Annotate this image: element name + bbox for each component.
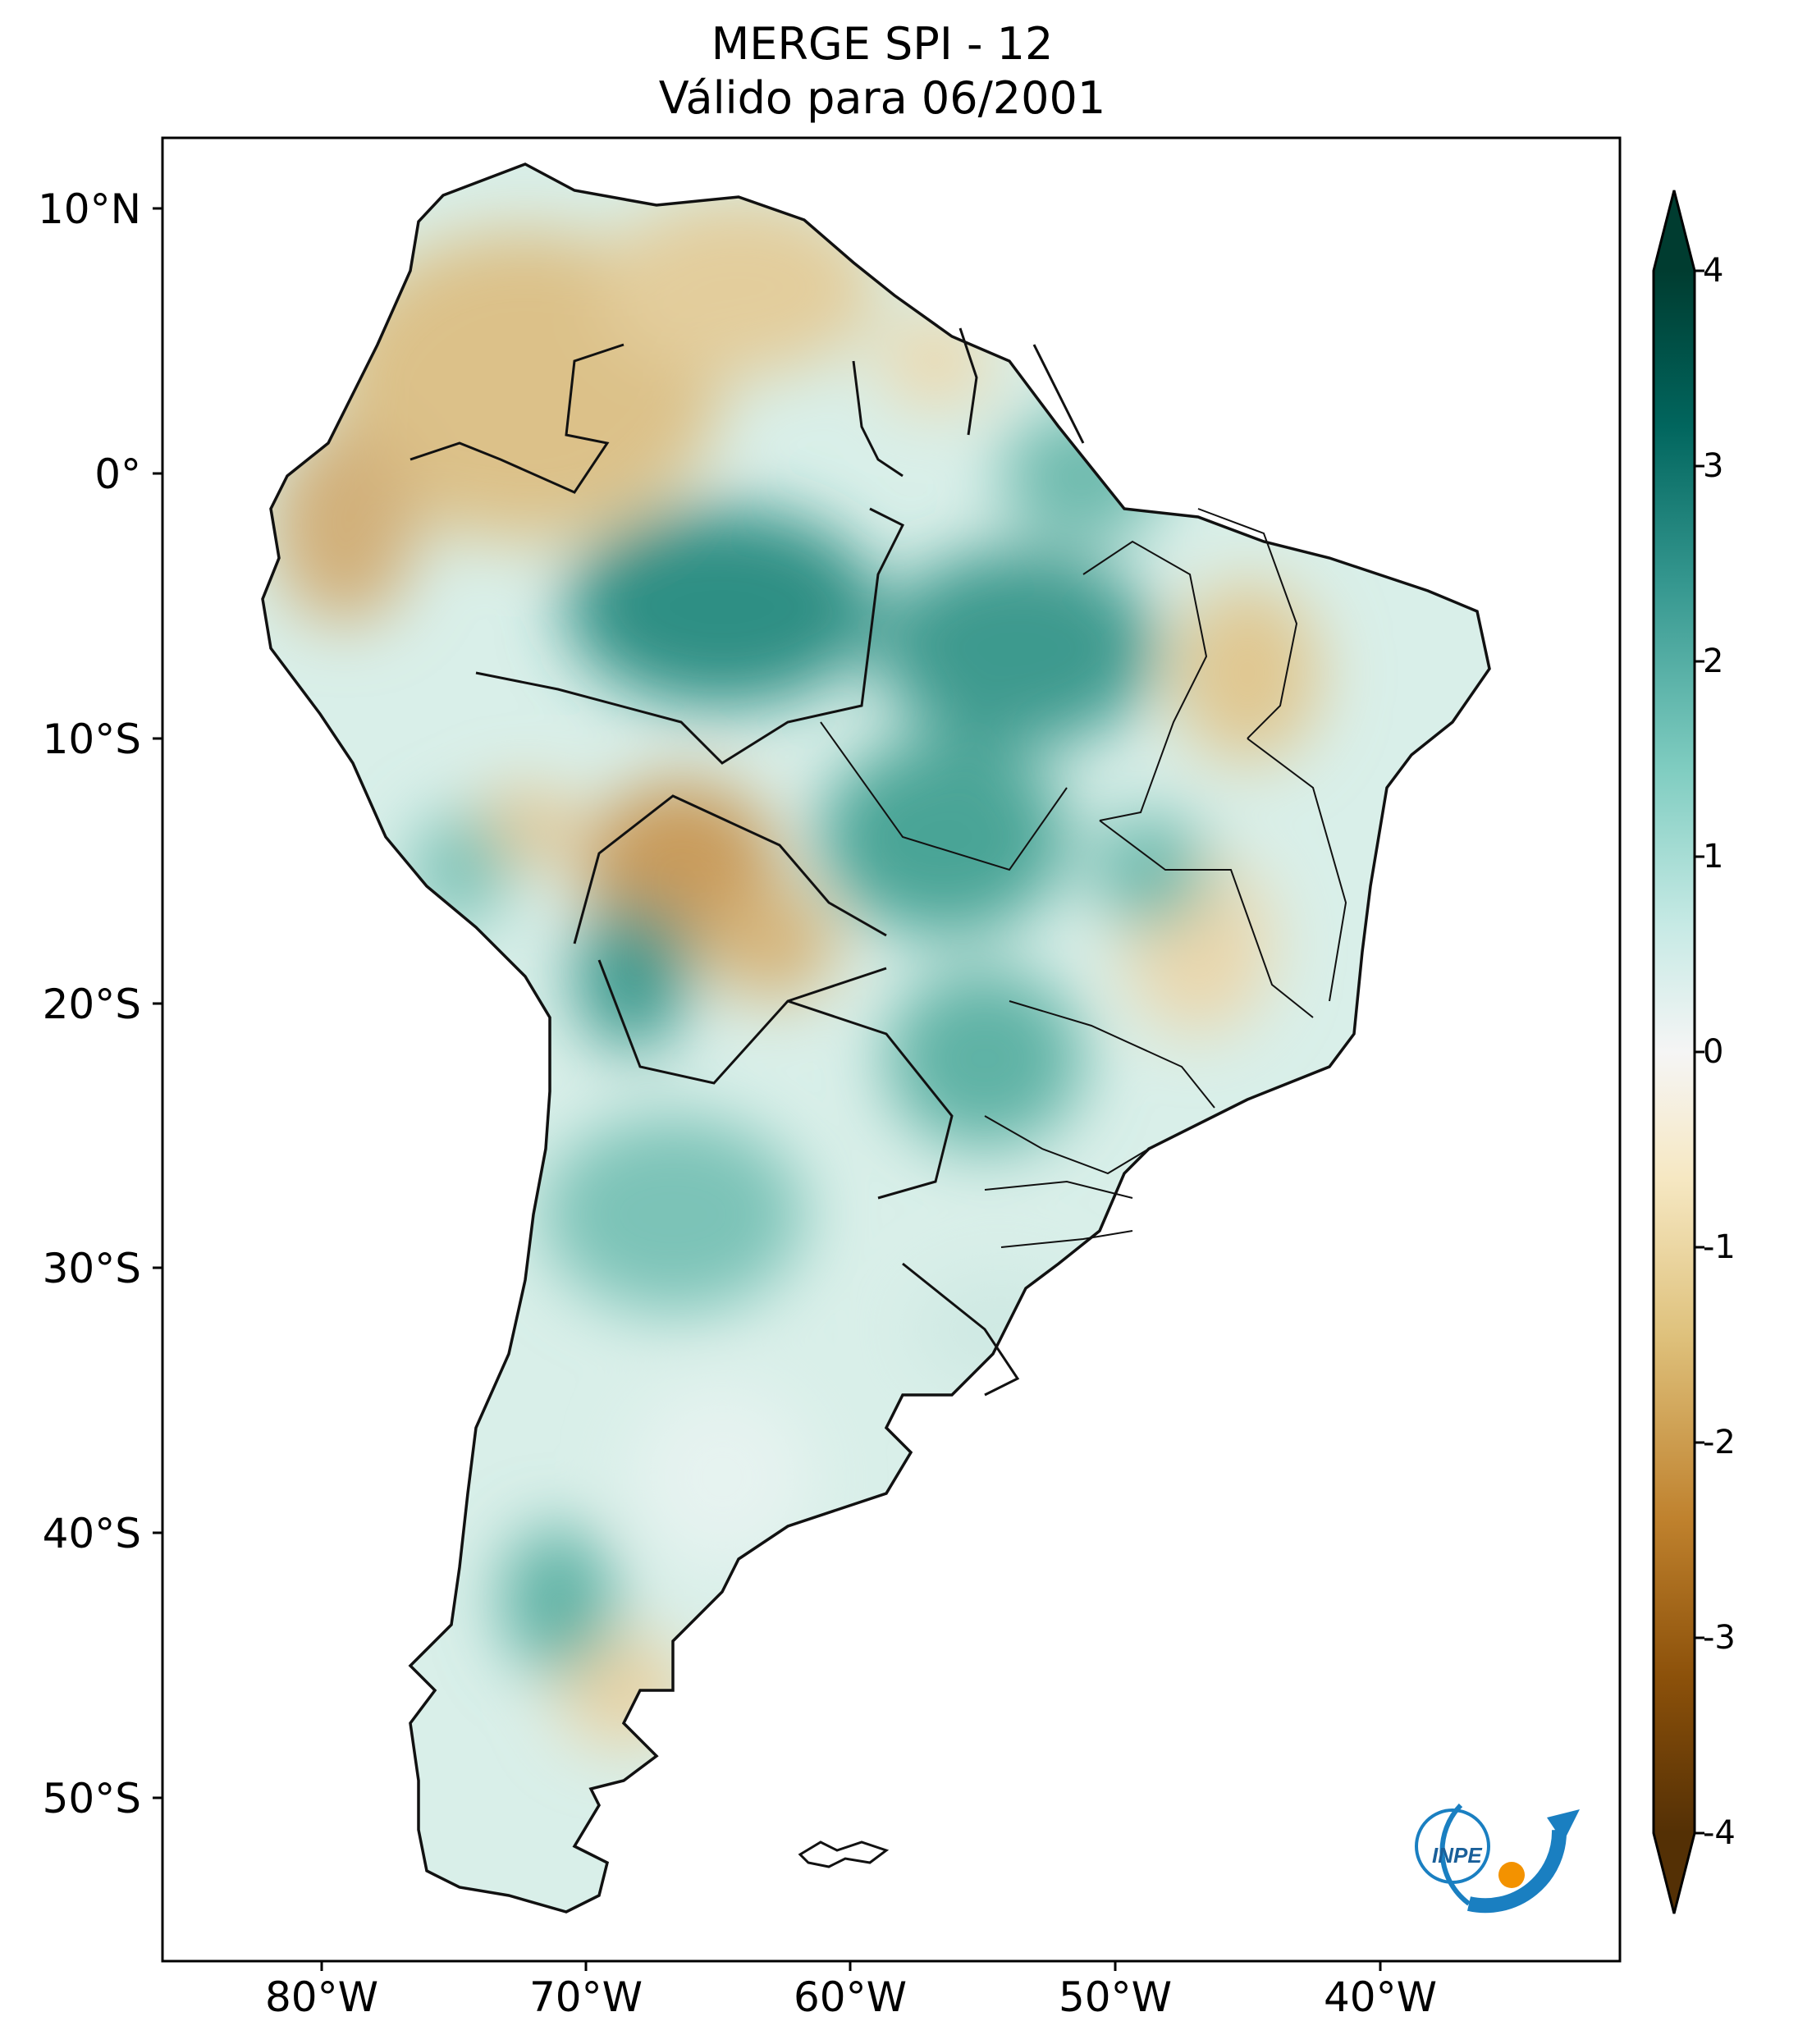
colorbar-tick-minus4: -4: [1703, 1814, 1736, 1852]
colorbar-tick-minus2: -2: [1703, 1424, 1736, 1461]
plot-frame: [161, 136, 1622, 1963]
colorbar: [1652, 190, 1704, 1914]
map-title: MERGE SPI - 12: [711, 18, 1054, 70]
lon-label-50w: 50°W: [1058, 1973, 1173, 2021]
colorbar-tick-1: 1: [1703, 838, 1724, 876]
inpe-logo: INPE: [1415, 1803, 1580, 1914]
colorbar-tick-2: 2: [1703, 642, 1724, 680]
lon-ticks: [320, 1961, 1382, 1971]
lat-label-0: 0°: [94, 450, 141, 498]
lat-label-10s: 10°S: [42, 716, 141, 763]
lon-label-70w: 70°W: [528, 1973, 643, 2021]
lat-ticks: [153, 207, 162, 1799]
lon-label-40w: 40°W: [1323, 1973, 1438, 2021]
lat-label-40s: 40°S: [42, 1510, 141, 1557]
colorbar-tick-minus3: -3: [1703, 1619, 1736, 1657]
lat-label-30s: 30°S: [42, 1245, 141, 1292]
colorbar-tick-3: 3: [1703, 447, 1724, 485]
lon-label-80w: 80°W: [264, 1973, 379, 2021]
spi-field: [263, 164, 1489, 1912]
lat-label-20s: 20°S: [42, 981, 141, 1028]
colorbar-tick-0: 0: [1703, 1033, 1724, 1071]
country-borders: [409, 327, 1085, 1397]
colorbar-tick-minus1: -1: [1703, 1228, 1736, 1266]
map-subtitle: Válido para 06/2001: [658, 72, 1106, 124]
falkland-islands: [798, 1841, 890, 1868]
state-borders: [820, 508, 1347, 1248]
svg-text:INPE: INPE: [1432, 1843, 1482, 1868]
lon-label-60w: 60°W: [793, 1973, 908, 2021]
colorbar-tick-4: 4: [1703, 252, 1724, 290]
lat-label-10n: 10°N: [37, 185, 141, 233]
lat-label-50s: 50°S: [42, 1775, 141, 1822]
